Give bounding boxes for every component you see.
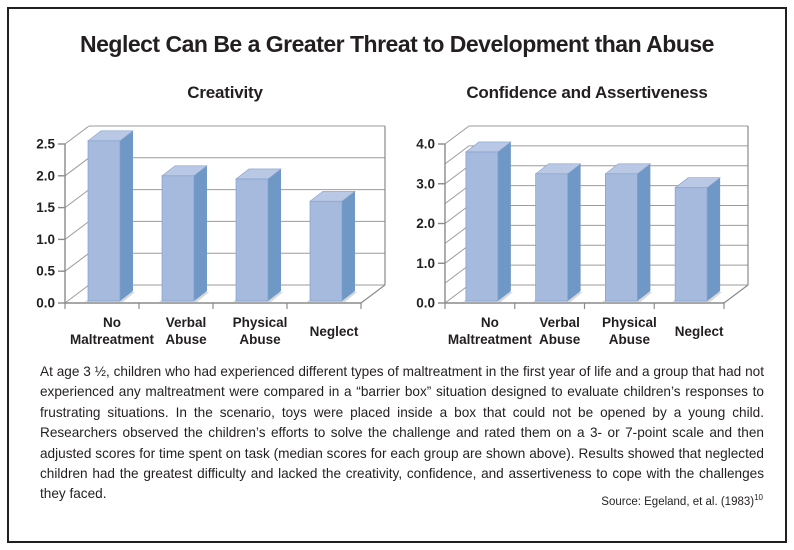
x-category-label: Physical — [233, 315, 288, 330]
y-tick-label: 3.0 — [416, 176, 435, 191]
confidence-chart: 0.0 1.0 2.0 3.0 4.0 No Maltreatment Verbal Abuse… — [416, 125, 749, 347]
x-category-label: Maltreatment — [448, 332, 533, 347]
figure-title: Neglect Can Be a Greater Threat to Devel… — [80, 31, 714, 57]
y-tick-label: 0.0 — [416, 296, 435, 311]
plot-area: 0.0 0.5 1.0 1.5 2.0 2.5 No Maltreatment Verbal Ab… — [36, 125, 386, 347]
bar-physical-abuse — [233, 168, 283, 302]
y-tick-label: 1.5 — [36, 200, 55, 215]
figure-description: At age 3 ½, children who had experienced… — [40, 364, 764, 502]
y-tick-label: 1.0 — [36, 232, 55, 247]
bar-no-maltreatment — [85, 130, 135, 302]
x-category-label: Physical — [602, 315, 657, 330]
axes — [438, 126, 749, 309]
y-tick-label: 0.0 — [36, 296, 55, 311]
x-category-label: No — [481, 315, 499, 330]
source-superscript: 10 — [754, 493, 763, 503]
bar-neglect — [672, 177, 723, 302]
y-tick-label: 2.0 — [36, 168, 55, 183]
creativity-chart: 0.0 0.5 1.0 1.5 2.0 2.5 No Maltreatment Verbal Ab… — [36, 125, 386, 347]
chart-title-creativity: Creativity — [187, 83, 263, 102]
x-category-label: Neglect — [675, 324, 724, 339]
x-category-label: Verbal — [539, 315, 580, 330]
bar-verbal-abuse — [159, 165, 209, 302]
y-tick-label: 2.0 — [416, 216, 435, 231]
plot-area: 0.0 1.0 2.0 3.0 4.0 No Maltreatment Verbal Abuse… — [416, 125, 749, 347]
x-category-label: Abuse — [165, 332, 207, 347]
axes — [58, 126, 386, 309]
y-tick-label: 0.5 — [36, 264, 55, 279]
figure-panel: Neglect Can Be a Greater Threat to Devel… — [7, 7, 787, 543]
x-category-label: Abuse — [609, 332, 651, 347]
x-category-label: Neglect — [310, 324, 359, 339]
chart-title-confidence: Confidence and Assertiveness — [466, 83, 708, 102]
x-category-label: Abuse — [239, 332, 281, 347]
y-tick-label: 1.0 — [416, 256, 435, 271]
bar-no-maltreatment — [462, 141, 513, 302]
y-tick-label: 4.0 — [416, 137, 435, 152]
bar-neglect — [307, 190, 357, 302]
x-category-label: Verbal — [166, 315, 207, 330]
bar-verbal-abuse — [532, 163, 583, 302]
x-category-label: No — [103, 315, 121, 330]
x-category-label: Abuse — [539, 332, 581, 347]
x-category-label: Maltreatment — [70, 332, 155, 347]
source-text: Source: Egeland, et al. (1983) — [601, 496, 755, 508]
y-tick-label: 2.5 — [36, 137, 55, 152]
bar-physical-abuse — [602, 163, 653, 302]
source-citation: Source: Egeland, et al. (1983)10 — [601, 493, 763, 508]
